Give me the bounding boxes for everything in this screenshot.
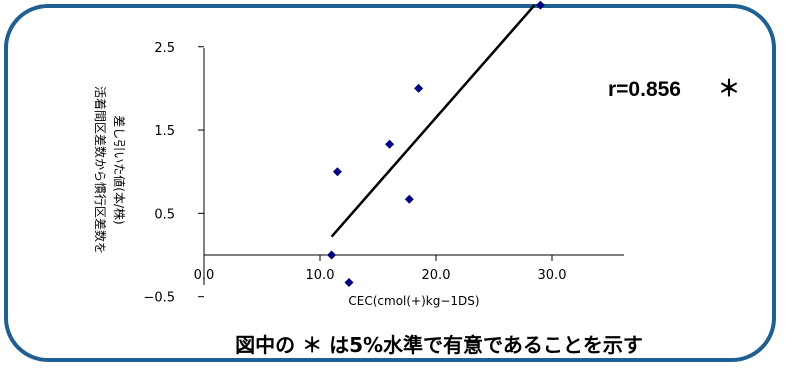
correlation-label: r=0.856 (608, 78, 681, 101)
data-points (327, 0, 545, 287)
data-point (327, 250, 337, 260)
y-tick-label: 1.5 (154, 124, 175, 139)
axes (203, 48, 624, 285)
data-point (332, 167, 342, 177)
x-tick-label: 10.0 (306, 268, 335, 283)
y-tick-label: 2.5 (154, 41, 175, 56)
y-axis-title-line-2: 差し引いた値(本/株) (112, 115, 127, 224)
chart-frame (4, 4, 776, 362)
data-point (404, 194, 414, 204)
data-point (344, 277, 354, 287)
ticks (198, 46, 553, 298)
trendline (330, 4, 536, 238)
x-tick-labels: 0.0 10.0 20.0 30.0 (194, 268, 567, 283)
significance-mark: ＊ (718, 77, 740, 102)
x-tick-label: 0.0 (194, 268, 215, 283)
y-axis-title: 活着間区差数から慣行区差数を (93, 86, 108, 254)
trendline-group (330, 4, 536, 238)
y-tick-label: −0.5 (143, 291, 175, 306)
data-point (414, 83, 424, 93)
data-point (385, 139, 395, 149)
y-tick-label: 0.5 (154, 207, 175, 222)
x-tick-label: 30.0 (538, 268, 567, 283)
x-axis-title: CEC(cmol(+)kg−1DS) (348, 294, 479, 308)
footnote: 図中の ＊ は5%水準で有意であることを示す (235, 333, 643, 357)
data-point (535, 0, 545, 10)
x-tick-label: 20.0 (422, 268, 451, 283)
y-axis-title-2: 差し引いた値(本/株) (112, 115, 127, 224)
y-axis-title-line-1: 活着間区差数から慣行区差数を (93, 86, 108, 254)
y-tick-labels: −0.50.51.52.53.5 (143, 41, 175, 306)
